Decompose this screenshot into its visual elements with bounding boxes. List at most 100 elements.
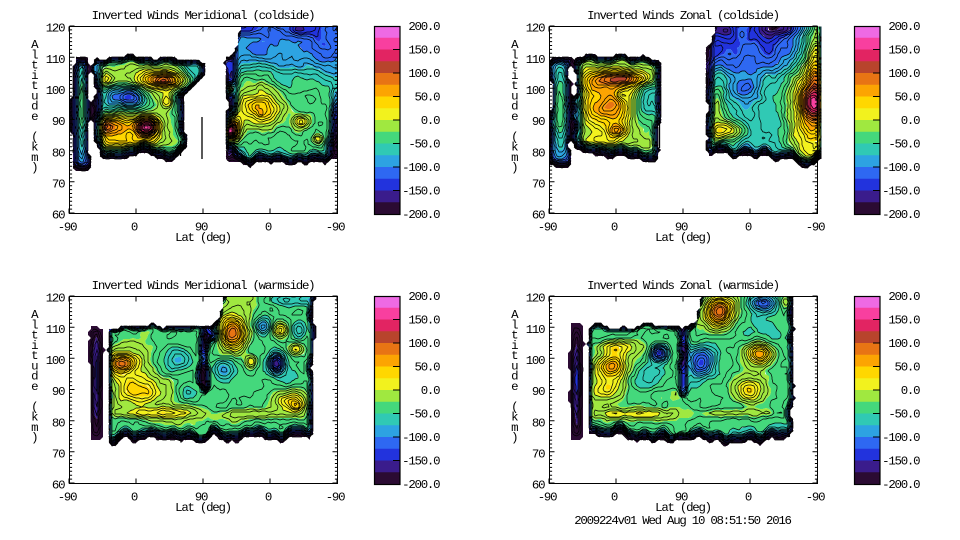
svg-text:0: 0 <box>745 491 752 505</box>
svg-text:-50.0: -50.0 <box>408 408 440 422</box>
svg-text:200.0: 200.0 <box>888 290 920 304</box>
svg-text:t: t <box>31 349 38 363</box>
svg-text:-200.0: -200.0 <box>402 208 440 222</box>
svg-text:100: 100 <box>526 354 545 368</box>
svg-text:e: e <box>31 380 38 394</box>
svg-text:i: i <box>31 339 38 353</box>
svg-text:200.0: 200.0 <box>408 290 440 304</box>
svg-text:110: 110 <box>46 53 65 67</box>
svg-text:t: t <box>31 59 38 73</box>
svg-text:e: e <box>31 110 38 124</box>
svg-text:t: t <box>31 79 38 93</box>
svg-text:Inverted Winds Meridional (col: Inverted Winds Meridional (coldside) <box>92 9 315 23</box>
svg-text:70: 70 <box>52 447 65 461</box>
svg-text:2009224v01 Wed Aug 10 08:51:50: 2009224v01 Wed Aug 10 08:51:50 2016 <box>574 514 791 528</box>
svg-text:60: 60 <box>52 209 65 223</box>
svg-text:120: 120 <box>46 22 65 36</box>
svg-text:90: 90 <box>532 385 545 399</box>
svg-text:u: u <box>31 359 38 373</box>
svg-text:90: 90 <box>195 221 208 235</box>
svg-text:50.0: 50.0 <box>415 361 441 375</box>
svg-text:A: A <box>31 308 39 322</box>
svg-text:i: i <box>31 69 38 83</box>
svg-text:80: 80 <box>52 416 65 430</box>
svg-text:-200.0: -200.0 <box>882 478 920 492</box>
svg-text:l: l <box>31 48 38 62</box>
svg-text:200.0: 200.0 <box>408 20 440 34</box>
svg-text:d: d <box>31 370 38 384</box>
svg-text:100.0: 100.0 <box>888 67 920 81</box>
svg-text:Lat (deg): Lat (deg) <box>175 501 231 515</box>
svg-text:Inverted Winds Zonal (coldside: Inverted Winds Zonal (coldside) <box>587 9 779 23</box>
svg-text:t: t <box>511 59 518 73</box>
svg-text:0: 0 <box>265 491 272 505</box>
svg-text:t: t <box>511 349 518 363</box>
svg-text:70: 70 <box>532 447 545 461</box>
svg-text:90: 90 <box>675 491 688 505</box>
svg-text:-90: -90 <box>806 491 825 505</box>
svg-text:m: m <box>511 421 518 435</box>
svg-text:0: 0 <box>131 491 138 505</box>
svg-text:70: 70 <box>532 177 545 191</box>
svg-text:l: l <box>31 318 38 332</box>
svg-text:0.0: 0.0 <box>421 384 440 398</box>
svg-text:k: k <box>511 141 518 155</box>
svg-text:100: 100 <box>46 84 65 98</box>
svg-text:Lat (deg): Lat (deg) <box>655 231 711 245</box>
svg-text:-150.0: -150.0 <box>402 185 440 199</box>
svg-text:A: A <box>31 38 39 52</box>
svg-text:k: k <box>31 411 38 425</box>
svg-text:): ) <box>31 161 37 175</box>
svg-text:200.0: 200.0 <box>888 20 920 34</box>
svg-text:150.0: 150.0 <box>888 314 920 328</box>
svg-text:-50.0: -50.0 <box>888 408 920 422</box>
svg-text:110: 110 <box>526 323 545 337</box>
svg-text:0: 0 <box>265 221 272 235</box>
svg-text:-200.0: -200.0 <box>882 208 920 222</box>
svg-text:60: 60 <box>52 479 65 493</box>
svg-text:e: e <box>511 380 518 394</box>
svg-text:Inverted Winds Zonal (warmside: Inverted Winds Zonal (warmside) <box>587 279 779 293</box>
svg-text:A: A <box>511 38 519 52</box>
svg-text:-90: -90 <box>806 221 825 235</box>
svg-text:u: u <box>511 359 518 373</box>
svg-text:0.0: 0.0 <box>901 384 920 398</box>
svg-text:90: 90 <box>675 221 688 235</box>
svg-text:-90: -90 <box>538 221 557 235</box>
svg-text:70: 70 <box>52 177 65 191</box>
svg-text:m: m <box>31 421 38 435</box>
svg-text:-100.0: -100.0 <box>402 431 440 445</box>
svg-text:120: 120 <box>526 292 545 306</box>
svg-text:0: 0 <box>131 221 138 235</box>
svg-text:150.0: 150.0 <box>408 44 440 58</box>
svg-text:90: 90 <box>195 491 208 505</box>
svg-text:50.0: 50.0 <box>415 91 441 105</box>
svg-text:Lat (deg): Lat (deg) <box>175 231 231 245</box>
svg-text:d: d <box>31 100 38 114</box>
svg-text:e: e <box>511 110 518 124</box>
svg-text:120: 120 <box>46 292 65 306</box>
svg-text:u: u <box>31 89 38 103</box>
svg-text:80: 80 <box>532 416 545 430</box>
svg-text:-90: -90 <box>538 491 557 505</box>
svg-text:150.0: 150.0 <box>888 44 920 58</box>
svg-text:k: k <box>31 141 38 155</box>
svg-text:-90: -90 <box>326 491 345 505</box>
svg-text:60: 60 <box>532 479 545 493</box>
svg-text:80: 80 <box>532 146 545 160</box>
svg-text:100: 100 <box>526 84 545 98</box>
svg-text:0.0: 0.0 <box>901 114 920 128</box>
svg-text:-200.0: -200.0 <box>402 478 440 492</box>
svg-text:100.0: 100.0 <box>408 67 440 81</box>
svg-text:0.0: 0.0 <box>421 114 440 128</box>
svg-text:150.0: 150.0 <box>408 314 440 328</box>
svg-text:100: 100 <box>46 354 65 368</box>
svg-text:t: t <box>511 79 518 93</box>
svg-text:-150.0: -150.0 <box>882 185 920 199</box>
svg-text:80: 80 <box>52 146 65 160</box>
svg-text:(: ( <box>31 130 37 144</box>
svg-text:90: 90 <box>52 115 65 129</box>
svg-text:Lat (deg): Lat (deg) <box>655 501 711 515</box>
svg-text:i: i <box>511 339 518 353</box>
svg-text:110: 110 <box>46 323 65 337</box>
